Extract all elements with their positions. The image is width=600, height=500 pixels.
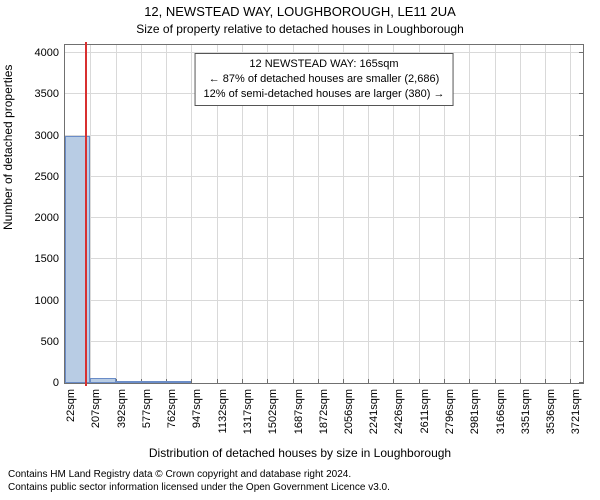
gridline-v bbox=[520, 45, 521, 383]
xtick-label: 2426sqm bbox=[393, 366, 405, 411]
property-size-chart: 12, NEWSTEAD WAY, LOUGHBOROUGH, LE11 2UA… bbox=[0, 0, 600, 500]
gridline-v bbox=[570, 45, 571, 383]
xtick-label: 577sqm bbox=[141, 369, 153, 408]
ytick-mark bbox=[579, 300, 584, 301]
ytick-label: 1500 bbox=[35, 253, 59, 265]
xtick-label: 762sqm bbox=[166, 369, 178, 408]
histogram-bar bbox=[166, 381, 191, 383]
xtick-label: 3721sqm bbox=[570, 366, 582, 411]
annotation-line-1: 12 NEWSTEAD WAY: 165sqm bbox=[204, 57, 445, 72]
gridline-h bbox=[65, 135, 583, 136]
chart-title: 12, NEWSTEAD WAY, LOUGHBOROUGH, LE11 2UA bbox=[0, 4, 600, 19]
xtick-label: 1502sqm bbox=[267, 366, 279, 411]
ytick-mark bbox=[579, 176, 584, 177]
histogram-bar bbox=[90, 378, 115, 383]
ytick-label: 2000 bbox=[35, 212, 59, 224]
ytick-label: 0 bbox=[53, 377, 59, 389]
gridline-v bbox=[166, 45, 167, 383]
xtick-label: 2611sqm bbox=[419, 367, 431, 411]
xtick-label: 1687sqm bbox=[293, 366, 305, 411]
ytick-mark bbox=[579, 135, 584, 136]
ytick-label: 4000 bbox=[35, 47, 59, 59]
ytick-label: 2500 bbox=[35, 171, 59, 183]
ytick-mark bbox=[579, 52, 584, 53]
gridline-v bbox=[116, 45, 117, 383]
ytick-mark bbox=[579, 341, 584, 342]
xtick-label: 1317sqm bbox=[242, 366, 254, 411]
ytick-label: 3000 bbox=[35, 130, 59, 142]
ytick-label: 3500 bbox=[35, 88, 59, 100]
y-axis-label: Number of detached properties bbox=[1, 65, 15, 230]
ytick-mark bbox=[579, 93, 584, 94]
ytick-mark bbox=[579, 217, 584, 218]
plot-area: 0500100015002000250030003500400022sqm207… bbox=[64, 44, 584, 384]
xtick-label: 3351sqm bbox=[520, 366, 532, 411]
histogram-bar bbox=[116, 381, 141, 383]
highlight-property-line bbox=[85, 42, 87, 386]
xtick-label: 392sqm bbox=[116, 369, 128, 408]
xtick-label: 3536sqm bbox=[545, 366, 557, 411]
ytick-label: 500 bbox=[41, 336, 59, 348]
histogram-bar bbox=[141, 381, 166, 383]
xtick-label: 1132sqm bbox=[217, 367, 229, 411]
xtick-label: 947sqm bbox=[191, 369, 203, 408]
annotation-box: 12 NEWSTEAD WAY: 165sqm ← 87% of detache… bbox=[195, 53, 454, 106]
gridline-v bbox=[141, 45, 142, 383]
gridline-v bbox=[469, 45, 470, 383]
xtick-label: 2241sqm bbox=[368, 366, 380, 411]
x-axis-label: Distribution of detached houses by size … bbox=[0, 446, 600, 460]
xtick-label: 2796sqm bbox=[444, 366, 456, 411]
annotation-line-2: ← 87% of detached houses are smaller (2,… bbox=[204, 72, 445, 87]
footer-attribution: Contains HM Land Registry data © Crown c… bbox=[8, 469, 592, 494]
gridline-v bbox=[191, 45, 192, 383]
ytick-label: 1000 bbox=[35, 295, 59, 307]
gridline-v bbox=[495, 45, 496, 383]
ytick-mark bbox=[579, 258, 584, 259]
gridline-h bbox=[65, 258, 583, 259]
chart-subtitle: Size of property relative to detached ho… bbox=[0, 22, 600, 36]
gridline-h bbox=[65, 300, 583, 301]
gridline-h bbox=[65, 176, 583, 177]
gridline-v bbox=[545, 45, 546, 383]
gridline-h bbox=[65, 341, 583, 342]
annotation-line-3: 12% of semi-detached houses are larger (… bbox=[204, 87, 445, 102]
xtick-label: 207sqm bbox=[90, 369, 102, 408]
gridline-h bbox=[65, 217, 583, 218]
xtick-label: 3166sqm bbox=[495, 366, 507, 411]
footer-line-2: Contains public sector information licen… bbox=[8, 482, 592, 495]
xtick-label: 2981sqm bbox=[469, 366, 481, 411]
gridline-v bbox=[90, 45, 91, 383]
xtick-label: 1872sqm bbox=[318, 366, 330, 411]
xtick-label: 2056sqm bbox=[343, 366, 355, 411]
footer-line-1: Contains HM Land Registry data © Crown c… bbox=[8, 469, 592, 482]
